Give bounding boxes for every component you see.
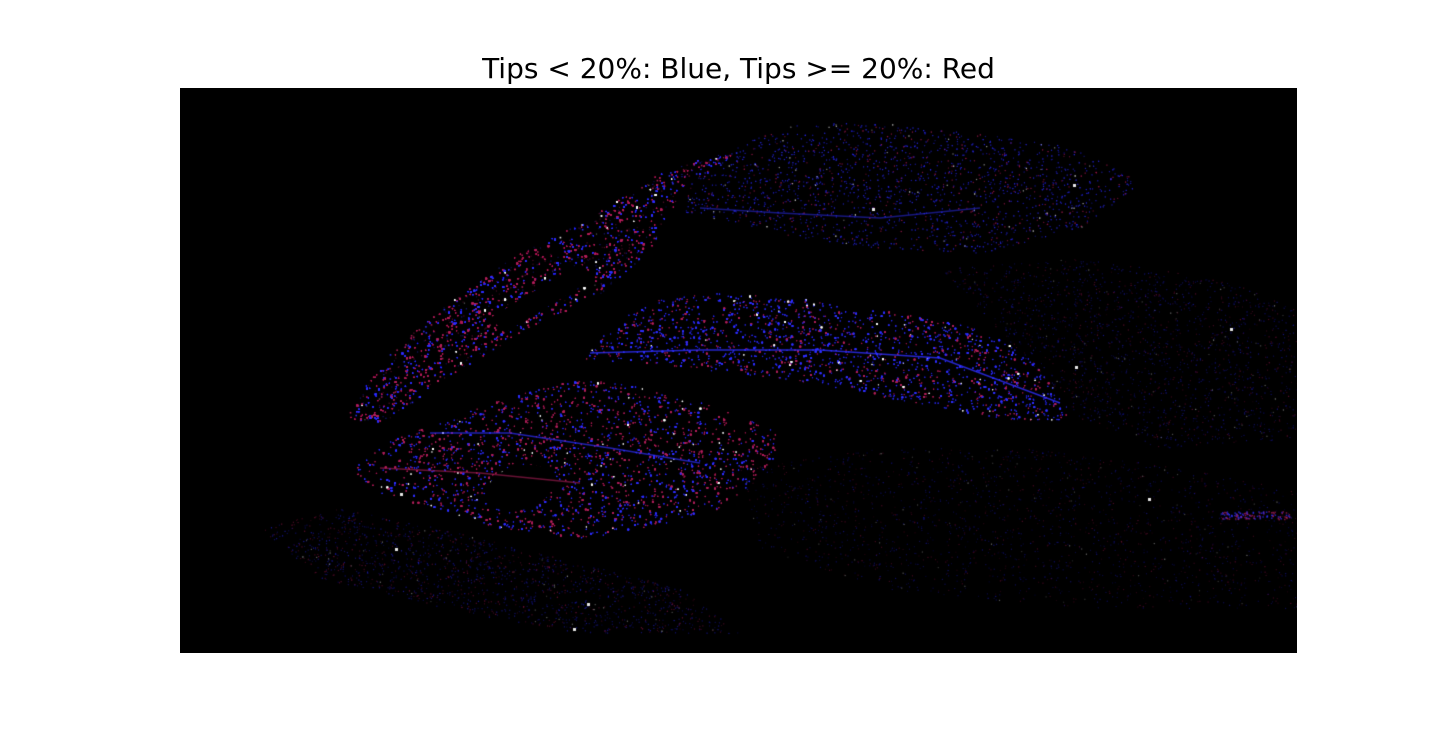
taxi-pickup-density-map [180,88,1297,653]
map-plot-area [180,88,1297,653]
plot-title: Tips < 20%: Blue, Tips >= 20%: Red [482,52,995,85]
